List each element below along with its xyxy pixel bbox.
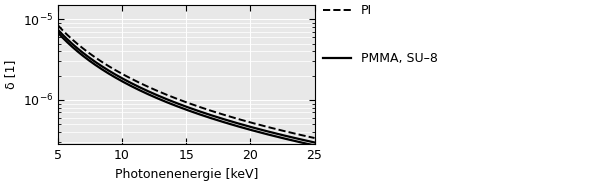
- Legend: PI, PMMA, SU–8: PI, PMMA, SU–8: [323, 4, 438, 65]
- Y-axis label: δ [1]: δ [1]: [4, 60, 17, 89]
- X-axis label: Photonenenergie [keV]: Photonenenergie [keV]: [115, 168, 258, 181]
